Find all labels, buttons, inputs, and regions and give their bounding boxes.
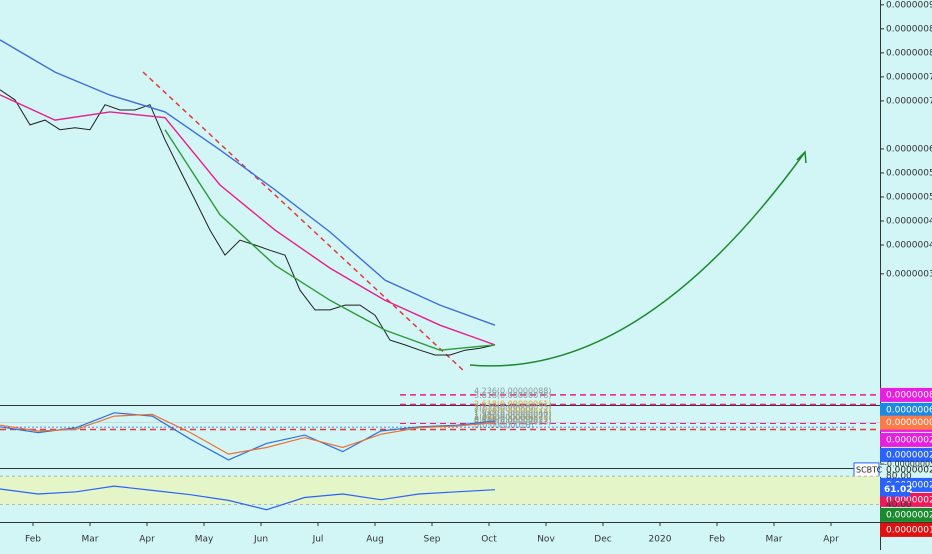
y-tick-label: 0.00000075 (886, 72, 932, 82)
price-tag (880, 462, 932, 477)
x-tick-label: Nov (537, 535, 555, 545)
price-tag-label: 0.00000088 (886, 390, 932, 400)
price-line (164, 129, 496, 351)
fib-label: 4.236(0.00000088) (474, 386, 552, 395)
y-tick-label: 0.00000085 (886, 24, 932, 34)
x-tick-label: Mar (82, 535, 99, 545)
x-tick-label: Apr (139, 535, 155, 545)
fib-label: 1.236(0.00000037) (474, 411, 552, 420)
price-tag (880, 432, 932, 447)
rsi-tag (880, 482, 910, 497)
rsi-tick-label: 80.00 (886, 472, 912, 482)
rsi-band (0, 476, 880, 505)
y-tick-label: 0.00000050 (886, 192, 932, 202)
y-tick-label: 0.00000034 (886, 269, 932, 279)
price-tag-label: 0.00000068 (886, 405, 932, 415)
fib-label: 0.786(0.00000029) (474, 415, 552, 424)
fib-label: 0.382(0.00000023) (474, 418, 552, 427)
price-tag (880, 507, 932, 522)
x-tick-label: Jul (312, 535, 324, 545)
fib-label: 1(0.00000033) (474, 413, 534, 422)
x-tick-label: 2020 (649, 535, 672, 545)
price-line (0, 39, 496, 326)
price-tag (880, 402, 932, 417)
x-tick-label: Feb (25, 535, 41, 545)
x-tick-label: May (195, 535, 214, 545)
price-tag-label: 0.00000024 (886, 450, 932, 460)
x-tick-label: Mar (766, 535, 783, 545)
x-tick-label: Dec (594, 535, 611, 545)
rsi-line (0, 485, 496, 511)
projection-arrow (469, 151, 806, 367)
fib-label: 1.618(0.00000044) (474, 408, 552, 417)
x-tick-label: Apr (823, 535, 839, 545)
price-tag (880, 447, 932, 462)
macd-tag-label: 0.00000000 (886, 418, 932, 428)
arrow-head (796, 150, 807, 164)
fib-label: 0(0.00000016) (474, 421, 534, 430)
y-tick-label: 0.00000040 (886, 241, 932, 251)
x-tick-label: Aug (366, 535, 384, 545)
trend-line (142, 71, 466, 373)
fib-label: 2(0.00000050) (474, 405, 534, 414)
fib-label: 2.272(0.00000055) (474, 402, 552, 411)
x-tick-label: Oct (481, 535, 497, 545)
price-tag-label: 0.00000029 (886, 435, 932, 445)
rsi-tag-label: 61.02 (884, 485, 912, 495)
macd-tag (880, 415, 932, 430)
macd-line (0, 413, 496, 455)
price-tag (880, 387, 932, 402)
price-tag-label: 0.00000016 (886, 525, 932, 535)
y-tick-label: 0.00000045 (886, 216, 932, 226)
price-line (0, 89, 496, 356)
price-tag-label: 0.00000021 (886, 465, 932, 475)
macd-tick-label: -0.00000005 (884, 460, 932, 469)
x-tick-label: Sep (424, 535, 441, 545)
price-tag (880, 522, 932, 537)
y-tick-label: 0.00000055 (886, 168, 932, 178)
rsi-tick-label: 40.00 (886, 500, 912, 510)
fib-label: 0.618(0.00000027) (474, 416, 552, 425)
fib-label: 2.618(0.00000061) (474, 399, 552, 408)
macd-line (0, 412, 496, 461)
x-tick-label: Feb (709, 535, 725, 545)
fib-label: 1.382(0.00000040) (474, 409, 552, 418)
x-tick-label: Jun (253, 535, 268, 545)
price-line (0, 94, 496, 346)
symbol-tag-label: SCBTC (856, 465, 883, 474)
fib-label: 3.618(0.00000078) (474, 391, 552, 400)
fib-label: 0.5(0.00000025) (474, 417, 541, 426)
